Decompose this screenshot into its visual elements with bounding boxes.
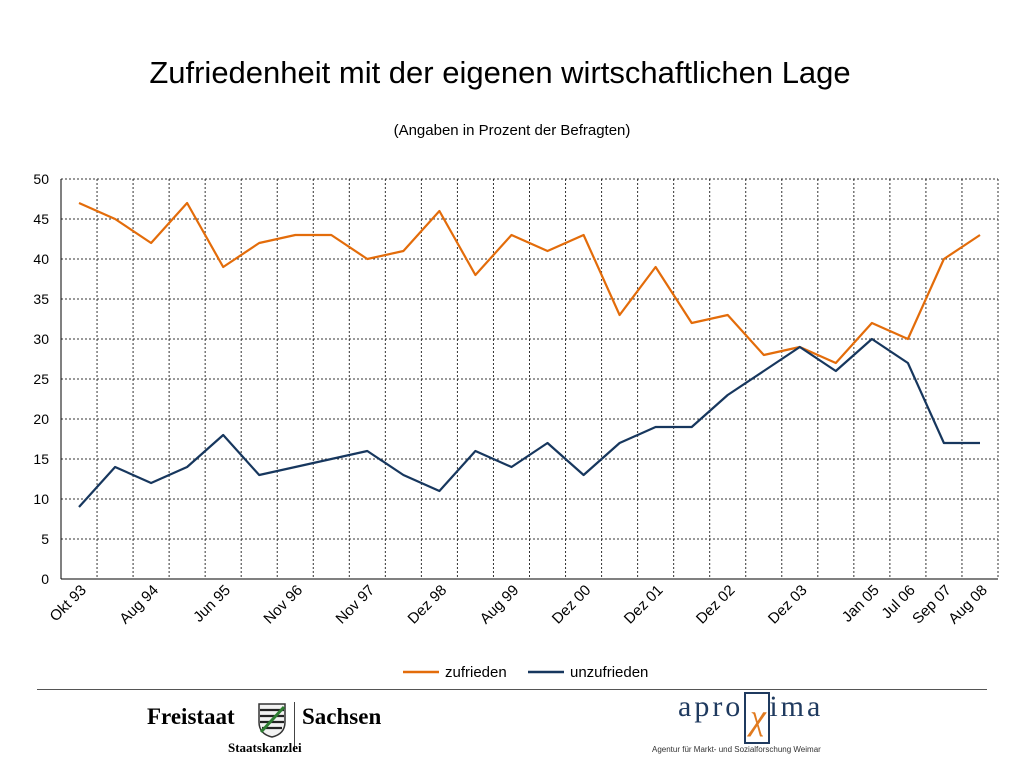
y-tick-label: 0 xyxy=(41,571,49,587)
x-tick-label: Nov 97 xyxy=(333,582,379,628)
logo-divider xyxy=(294,702,295,752)
staatskanzlei-text: Staatskanzlei xyxy=(228,740,302,755)
x-tick-label: Dez 98 xyxy=(405,582,451,628)
logo-tagline: Agentur für Markt- und Sozialforschung W… xyxy=(652,745,821,754)
x-tick-label: Aug 08 xyxy=(945,582,991,628)
y-tick-label: 30 xyxy=(33,331,49,347)
x-tick-label: Dez 01 xyxy=(621,582,667,628)
y-tick-label: 15 xyxy=(33,451,49,467)
series-line-zufrieden xyxy=(78,201,981,365)
x-tick-label: Dez 03 xyxy=(765,582,811,628)
y-tick-label: 10 xyxy=(33,491,49,507)
x-tick-label: Dez 02 xyxy=(693,582,739,628)
y-tick-label: 50 xyxy=(33,171,49,187)
logo-text-post: ima xyxy=(769,690,824,723)
legend-label: zufrieden xyxy=(445,664,507,681)
y-tick-label: 40 xyxy=(33,251,49,267)
y-tick-label: 25 xyxy=(33,371,49,387)
series-lines xyxy=(78,201,981,508)
x-tick-label: Aug 94 xyxy=(116,582,162,628)
legend-label: unzufrieden xyxy=(570,664,648,681)
coat-of-arms-icon xyxy=(258,703,286,738)
x-tick-label: Dez 00 xyxy=(549,582,595,628)
footer-divider xyxy=(37,689,987,690)
chart-subtitle: (Angaben in Prozent der Befragten) xyxy=(393,122,631,139)
x-tick-label: Aug 99 xyxy=(477,582,523,628)
line-chart: 0 5 10 15 20 25 30 35 40 45 50 Okt 93 Aug 94 Jun 95 No… xyxy=(33,171,999,681)
sachsen-text: Sachsen xyxy=(302,704,382,729)
x-tick-label: Okt 93 xyxy=(47,582,90,625)
logo-chi-glyph: χ xyxy=(750,697,766,737)
logo-frame xyxy=(744,692,770,744)
chart-title: Zufriedenheit mit der eigenen wirtschaft… xyxy=(149,55,851,90)
y-tick-label: 20 xyxy=(33,411,49,427)
legend: zufrieden unzufrieden xyxy=(403,664,648,681)
freistaat-text: Freistaat xyxy=(147,704,235,729)
y-tick-label: 35 xyxy=(33,291,49,307)
x-tick-label: Jan 05 xyxy=(839,582,883,626)
series-line-unzufrieden xyxy=(78,337,980,508)
x-tick-label: Jun 95 xyxy=(190,582,234,626)
x-tick-label: Nov 96 xyxy=(260,582,306,628)
approxima-logo: apro ima xyxy=(678,690,823,724)
grid xyxy=(61,178,999,579)
axes: 0 5 10 15 20 25 30 35 40 45 50 Okt 93 Aug 94 Jun 95 No… xyxy=(33,171,998,627)
x-tick-label: Sep 07 xyxy=(909,582,955,628)
y-tick-label: 5 xyxy=(41,531,49,547)
y-tick-label: 45 xyxy=(33,211,49,227)
logo-text-pre: apro xyxy=(678,690,744,723)
